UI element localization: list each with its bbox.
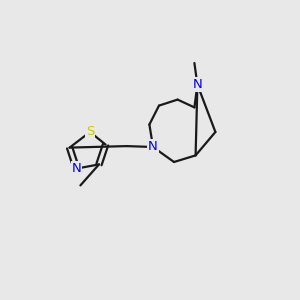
Text: N: N	[193, 78, 202, 91]
Text: N: N	[148, 140, 158, 154]
Text: N: N	[72, 162, 81, 175]
Text: S: S	[86, 125, 94, 139]
